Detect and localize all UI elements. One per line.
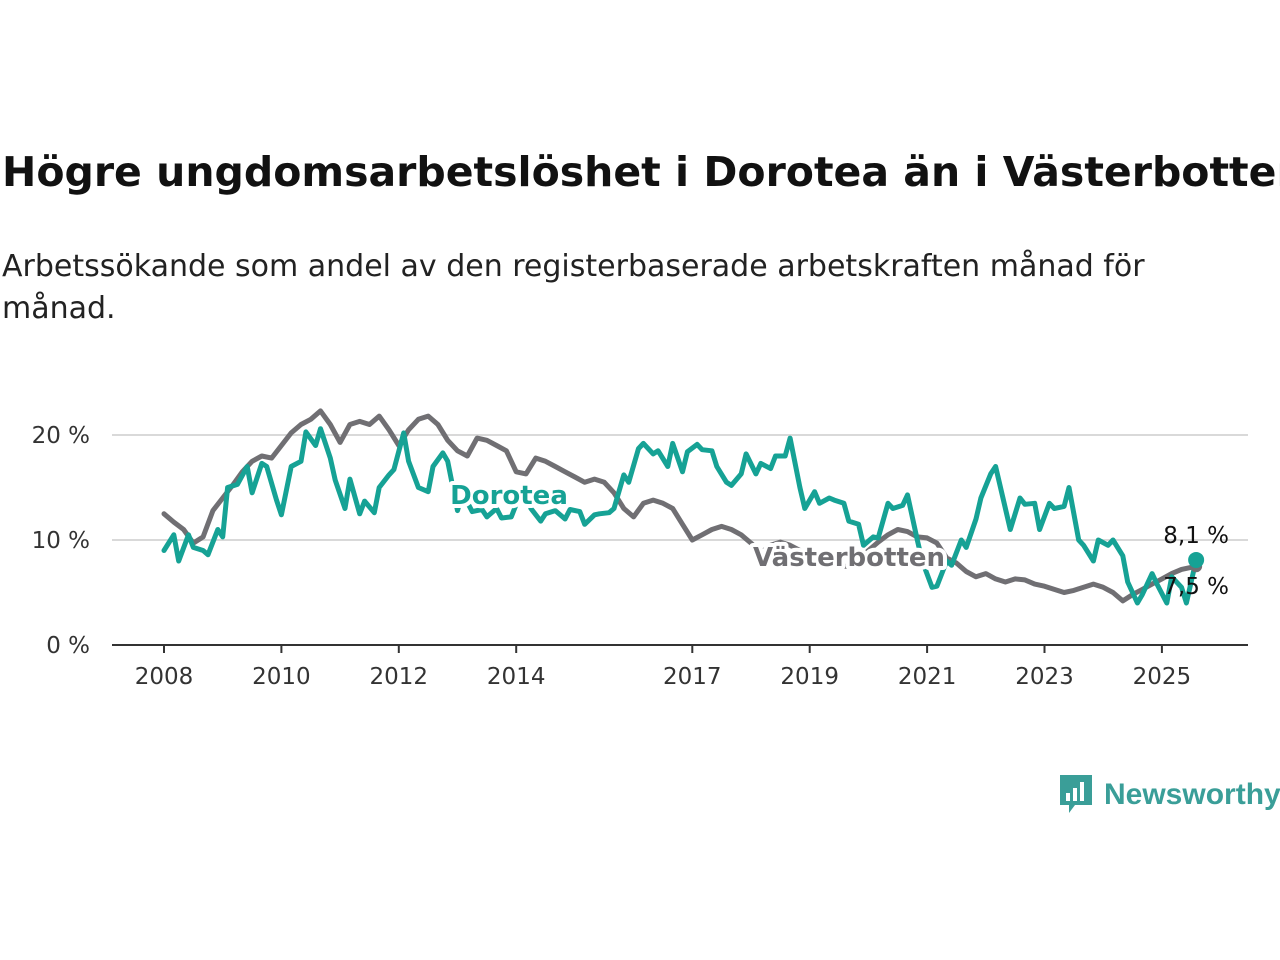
series-line-dorotea [161, 426, 1199, 606]
x-tick-label: 2012 [370, 664, 429, 690]
x-tick-label: 2008 [135, 664, 194, 690]
series-label-dorotea: Dorotea [450, 481, 568, 511]
x-tick-label: 2021 [898, 664, 957, 690]
chart-labels: DoroteaDoroteaVästerbottenVästerbotten8,… [446, 477, 1229, 600]
series-label-vasterbotten-halo: Västerbotten [753, 543, 945, 573]
chart-subtitle: Arbetssökande som andel av den registerb… [2, 249, 1145, 326]
y-tick-label: 20 % [32, 423, 90, 449]
y-tick-label: 0 % [46, 633, 90, 659]
newsworthy-logo: Newsworthy [1058, 772, 1280, 818]
logo-text: Newsworthy [1104, 778, 1280, 811]
y-tick-label: 10 % [32, 528, 90, 554]
end-label-vasterbotten: 7,5 % [1163, 574, 1229, 600]
series-label-dorotea-halo: Dorotea [450, 481, 568, 511]
x-tick-label: 2019 [780, 664, 839, 690]
series-line-vasterbotten [161, 408, 1199, 604]
grid-lines [112, 434, 1248, 541]
x-tick-label: 2010 [252, 664, 311, 690]
end-label-dorotea: 8,1 % [1163, 523, 1229, 549]
x-tick-label: 2017 [663, 664, 722, 690]
series-label-vasterbotten: Västerbotten [753, 543, 945, 573]
axes: 0 % 10 % 20 % 2008 2010 2012 2014 2017 2019 2021 2… [32, 423, 1248, 690]
end-marker-dorotea [1188, 551, 1205, 568]
x-tick-label: 2025 [1133, 664, 1192, 690]
series-lines [161, 408, 1199, 606]
x-tick-label: 2014 [487, 664, 546, 690]
x-tick-label: 2023 [1015, 664, 1074, 690]
newsworthy-chart-bubble-icon [1060, 775, 1092, 813]
chart-title: Högre ungdomsarbetslöshet i Dorotea än i… [2, 148, 1280, 196]
